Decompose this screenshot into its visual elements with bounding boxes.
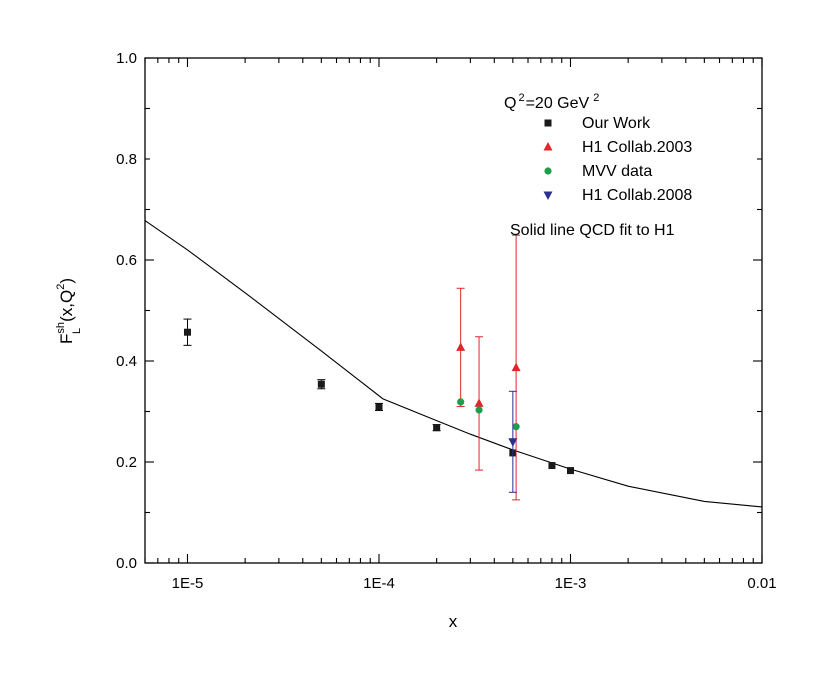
legend-marker xyxy=(543,191,553,200)
legend-label: MVV data xyxy=(582,163,652,180)
y-tick-label: 0.2 xyxy=(116,454,137,471)
data-point xyxy=(456,342,466,351)
x-tick-label: 1E-5 xyxy=(172,575,204,592)
legend-title-mid: =20 GeV xyxy=(526,95,590,112)
y-label-sup: sh xyxy=(55,322,67,334)
y-axis-label: Fsh L (x,Q2) xyxy=(55,278,83,344)
qcd-fit-line xyxy=(144,220,763,508)
legend-label: Our Work xyxy=(582,115,651,132)
legend-title-sup1: 2 xyxy=(518,92,524,104)
data-point xyxy=(474,398,484,407)
data-point xyxy=(375,403,383,411)
fit-line-layer xyxy=(144,220,763,508)
legend-label: H1 Collab.2003 xyxy=(582,139,692,156)
data-point xyxy=(511,362,521,372)
x-axis-label: x xyxy=(449,612,458,631)
legend-marker xyxy=(544,119,552,127)
legend-title-main: Q xyxy=(504,95,516,112)
x-tick-label: 0.01 xyxy=(747,575,776,592)
data-point xyxy=(548,462,556,470)
legend-title-sup2: 2 xyxy=(593,92,599,104)
legend-title: Q 2=20 GeV 2 xyxy=(504,92,599,112)
y-label-close: ) xyxy=(57,278,76,284)
y-label-sub: L xyxy=(71,328,83,334)
y-label-rest-sup: 2 xyxy=(55,284,67,290)
legend-entries: Our Work H1 Collab.2003 MVV data H1 Collab.… xyxy=(543,115,692,204)
data-point xyxy=(457,398,465,406)
series-h1-collab-2008 xyxy=(508,390,518,493)
series-mvv-data xyxy=(457,398,520,431)
series-layer xyxy=(183,234,574,501)
series-h1-collab-2003 xyxy=(456,234,521,501)
y-tick-label: 1.0 xyxy=(116,50,137,67)
x-tick-label: 1E-4 xyxy=(363,575,395,592)
legend-label: H1 Collab.2008 xyxy=(582,187,692,204)
data-point xyxy=(566,467,574,475)
data-point xyxy=(183,328,191,336)
y-tick-label: 0.4 xyxy=(116,353,137,370)
y-label-main: F xyxy=(57,334,76,344)
legend-note: Solid line QCD fit to H1 xyxy=(510,222,675,239)
data-point xyxy=(512,423,520,431)
x-tick-label: 1E-3 xyxy=(555,575,587,592)
data-point xyxy=(475,406,483,414)
legend-marker xyxy=(543,142,553,151)
data-point xyxy=(433,424,441,432)
series-our-work xyxy=(183,318,574,475)
data-point xyxy=(317,380,325,388)
y-tick-label: 0.0 xyxy=(116,555,137,572)
y-label-rest: (x,Q xyxy=(57,290,76,322)
y-tick-label: 0.6 xyxy=(116,252,137,269)
data-point xyxy=(508,438,518,447)
axes-layer: 0.0 0.2 0.4 0.6 0.8 1.0 1E-5 1E-4 1E-3 0.01 xyxy=(116,50,776,592)
plot-frame xyxy=(144,57,763,564)
legend-marker xyxy=(544,167,552,175)
y-tick-label: 0.8 xyxy=(116,151,137,168)
